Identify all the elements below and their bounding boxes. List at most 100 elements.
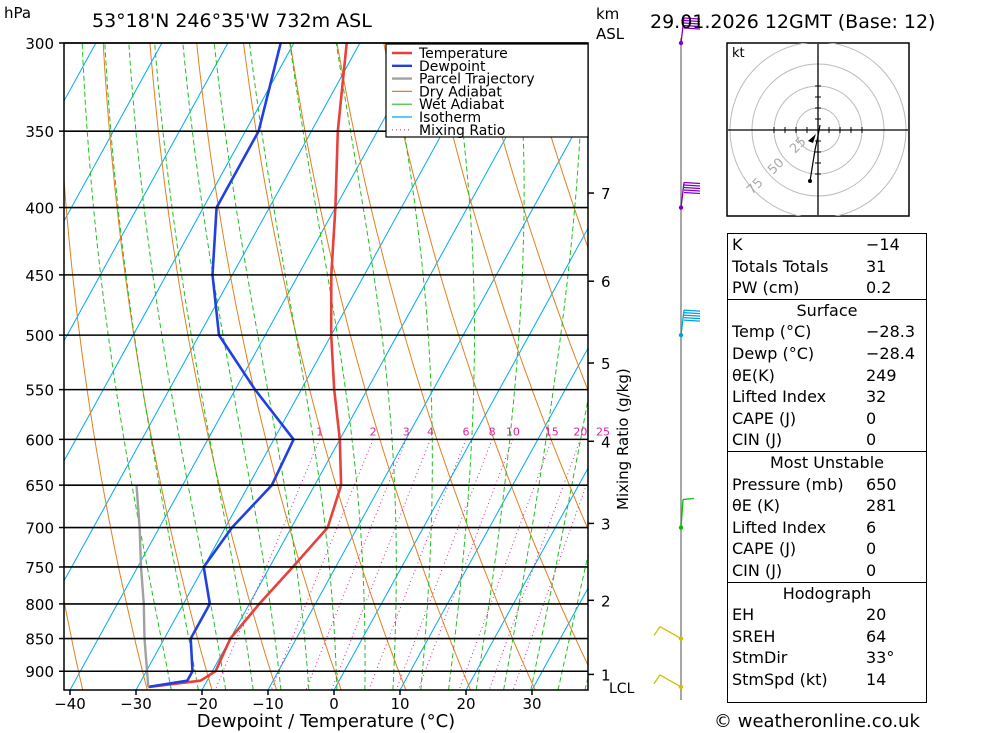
- mixing-ratio-line: [270, 439, 374, 690]
- index-label: θE (K): [732, 496, 780, 516]
- dry-adiabat: [102, 43, 213, 690]
- hpa-label: hPa: [4, 4, 31, 22]
- legend-entry: Dry Adiabat: [419, 84, 502, 100]
- dry-adiabat: [196, 43, 342, 690]
- index-label: StmDir: [732, 648, 788, 668]
- pressure-label: 750: [25, 559, 54, 577]
- index-row: PW (cm) 0.2: [728, 277, 926, 299]
- wet-adiabat: [530, 397, 588, 690]
- mixing-ratio-line: [368, 439, 467, 690]
- index-label: Lifted Index: [732, 387, 827, 407]
- pressure-label: 300: [25, 35, 54, 53]
- mixing-ratio-line: [330, 439, 431, 690]
- pressure-label: 700: [25, 520, 54, 538]
- index-value: 32: [866, 387, 887, 407]
- wet-adiabat: [213, 43, 310, 690]
- index-row: Totals Totals 31: [728, 256, 926, 278]
- mixing-ratio-line: [395, 439, 493, 690]
- index-label: θE(K): [732, 365, 775, 385]
- km-tick-label: 5: [601, 355, 611, 373]
- mixing-ratio-label: 2: [370, 425, 377, 438]
- hodograph-trace: [809, 124, 821, 182]
- index-row: θE (K) 281: [728, 495, 926, 517]
- isotherm-line: [399, 347, 588, 690]
- x-tick-label: −10: [252, 695, 284, 713]
- km-tick-label: 1: [601, 666, 611, 684]
- index-value: −28.4: [866, 343, 916, 363]
- index-value: −28.3: [866, 322, 916, 342]
- index-label: CIN (J): [732, 560, 783, 580]
- hodograph-section: Hodograph EH 20 SREH 64 StmDir 33° StmSpd (kt)…: [728, 581, 926, 691]
- legend-entry: Parcel Trajectory: [419, 72, 535, 88]
- x-tick-label: −40: [54, 695, 86, 713]
- mixing-ratio-label: 6: [463, 425, 470, 438]
- surface-section: Surface Temp (°C) −28.3 Dewp (°C) −28.4 θE(K…: [728, 298, 926, 451]
- wet-adiabat: [289, 43, 366, 690]
- pressure-label: 400: [25, 200, 54, 218]
- index-row: CIN (J) 0: [728, 560, 926, 582]
- km-tick-label: 6: [601, 273, 611, 291]
- wet-adiabat: [128, 43, 227, 690]
- index-value: 20: [866, 605, 887, 625]
- index-row: StmDir 33°: [728, 647, 926, 669]
- pressure-label: 450: [25, 267, 54, 285]
- mixing-ratio-line: [305, 439, 407, 690]
- legend-entry: Wet Adiabat: [419, 97, 505, 113]
- index-label: K: [732, 235, 743, 254]
- lcl-label: LCL: [609, 681, 635, 697]
- index-label: CAPE (J): [732, 408, 797, 428]
- hodograph-unit: kt: [732, 46, 745, 61]
- x-tick-label: 10: [390, 695, 409, 713]
- storm-motion-arrow: [808, 134, 816, 143]
- index-label: CIN (J): [732, 430, 783, 450]
- index-value: 650: [866, 474, 897, 494]
- hodograph-point: [808, 179, 812, 183]
- x-axis-title: Dewpoint / Temperature (°C): [197, 711, 455, 732]
- mixing-ratio-label: 25: [596, 425, 610, 438]
- index-row: CIN (J) 0: [728, 429, 926, 451]
- isotherm-line: [64, 43, 361, 582]
- index-value: 0: [866, 539, 877, 559]
- index-value: 0.2: [866, 278, 892, 298]
- dry-adiabat: [945, 43, 1000, 690]
- wet-adiabat: [81, 43, 172, 690]
- index-row: StmSpd (kt) 14: [728, 669, 926, 691]
- index-label: StmSpd (kt): [732, 669, 828, 689]
- km-tick-label: 3: [601, 515, 611, 533]
- mixing-ratio-label: 20: [573, 425, 587, 438]
- dry-adiabat: [64, 174, 148, 690]
- mixing-ratio-line: [417, 439, 514, 690]
- x-tick-label: −20: [186, 695, 218, 713]
- index-label: Pressure (mb): [732, 474, 844, 494]
- index-row: CAPE (J) 0: [728, 538, 926, 560]
- wind-barb: [680, 497, 695, 528]
- index-label: Totals Totals: [732, 256, 829, 276]
- index-row: Temp (°C) −28.3: [728, 321, 926, 343]
- index-label: Dewp (°C): [732, 343, 815, 363]
- general-indices: K −14 Totals Totals 31 PW (cm) 0.2: [728, 234, 926, 299]
- most-unstable-section: Most Unstable Pressure (mb) 650 θE (K) 281 L…: [728, 450, 926, 582]
- index-row: Pressure (mb) 650: [728, 474, 926, 496]
- index-row: K −14: [728, 234, 926, 256]
- temperature-line: [148, 43, 348, 689]
- index-value: 31: [866, 256, 887, 276]
- x-tick-label: 30: [522, 695, 541, 713]
- dry-adiabat: [430, 43, 588, 531]
- km-tick-label: 4: [601, 433, 611, 451]
- isotherm-line: [64, 43, 163, 223]
- mixing-ratio-axis-title: Mixing Ratio (g/kg): [614, 368, 632, 510]
- most-unstable-title: Most Unstable: [770, 452, 884, 472]
- copyright: © weatheronline.co.uk: [714, 711, 920, 732]
- wet-adiabat: [448, 43, 475, 690]
- dry-adiabat: [383, 43, 588, 667]
- pressure-label: 800: [25, 596, 54, 614]
- wet-adiabat: [154, 43, 254, 690]
- index-value: 14: [866, 669, 887, 689]
- pressure-label: 900: [25, 663, 54, 681]
- location-title: 53°18'N 246°35'W 732m ASL: [92, 10, 372, 32]
- x-tick-label: 20: [456, 695, 475, 713]
- mixing-ratio-line: [512, 479, 588, 690]
- legend-box: [385, 43, 589, 138]
